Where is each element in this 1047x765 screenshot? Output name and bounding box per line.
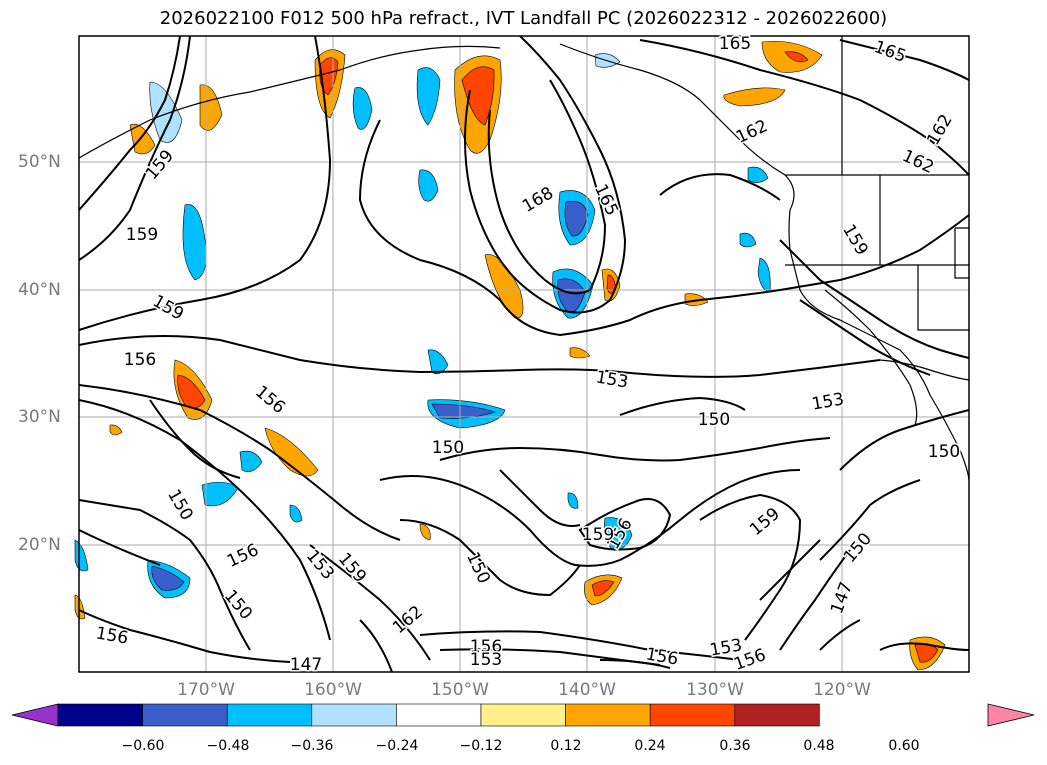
lon-label-160w: 160°W <box>304 680 362 700</box>
contour-label: 159 <box>126 225 158 245</box>
contour-label: 150 <box>432 438 464 458</box>
lon-label-120w: 120°W <box>813 680 871 700</box>
colorbar-segment <box>565 703 651 727</box>
lon-label-170w: 170°W <box>177 680 235 700</box>
contour-label: 153 <box>470 650 502 670</box>
lat-label-40n: 40°N <box>18 280 61 300</box>
contour-label: 156 <box>124 350 156 370</box>
colorbar-segment <box>649 703 736 727</box>
contour-label: 153 <box>708 635 743 660</box>
colorbar-tick: −0.48 <box>206 738 250 754</box>
coastlines <box>78 36 970 481</box>
lon-label-140w: 140°W <box>558 680 616 700</box>
colorbar-segment <box>142 703 228 727</box>
contour-label: 150 <box>928 442 960 462</box>
colorbar-tick: 0.60 <box>888 738 920 754</box>
colorbar-segment <box>226 703 313 727</box>
lat-label-30n: 30°N <box>18 407 61 427</box>
map-title: 2026022100 F012 500 hPa refract., IVT La… <box>159 8 888 29</box>
colorbar-segment <box>480 703 566 727</box>
refractivity-contours <box>78 35 970 673</box>
map-background <box>79 36 969 672</box>
lon-label-150w: 150°W <box>431 680 489 700</box>
contour-label: 165 <box>719 34 751 54</box>
colorbar-tick: 0.36 <box>719 738 751 754</box>
colorbar-tick: −0.12 <box>459 738 503 754</box>
map-frame <box>78 35 970 673</box>
colorbar-tick: −0.60 <box>121 738 165 754</box>
contour-label: 147 <box>290 655 322 675</box>
colorbar-tick: 0.24 <box>634 738 666 754</box>
lon-label-130w: 130°W <box>686 680 744 700</box>
colorbar-segment <box>734 703 820 727</box>
colorbar-tick: 0.12 <box>550 738 582 754</box>
contour-label: 156 <box>470 637 502 657</box>
contour-label: 159 <box>582 525 614 545</box>
contour-label: 150 <box>698 410 730 430</box>
colorbar-segment <box>57 703 143 727</box>
colorbar-segment <box>311 703 397 727</box>
colorbar-segment <box>396 703 482 727</box>
lat-label-20n: 20°N <box>18 535 61 555</box>
colorbar <box>11 703 1035 727</box>
lat-label-50n: 50°N <box>18 152 61 172</box>
colorbar-tick: −0.36 <box>290 738 334 754</box>
colorbar-tick: 0.48 <box>803 738 835 754</box>
colorbar-tick: −0.24 <box>375 738 419 754</box>
